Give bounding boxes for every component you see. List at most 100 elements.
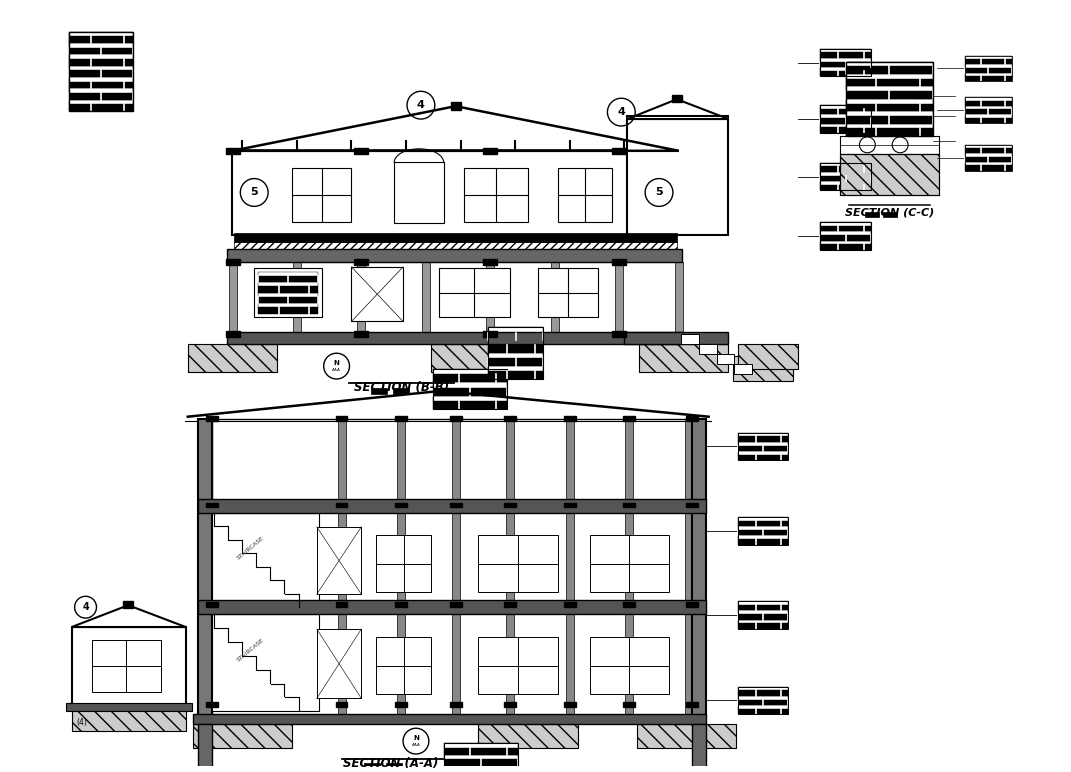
Bar [206, 503, 217, 507]
Bar [479, 637, 558, 695]
Bar [206, 601, 217, 607]
Bar [254, 268, 321, 317]
Bar [488, 366, 543, 371]
Bar [613, 259, 627, 265]
Bar [965, 148, 1012, 154]
Bar [69, 43, 133, 48]
Bar [845, 86, 933, 91]
Text: SECTION (A-A): SECTION (A-A) [344, 757, 439, 770]
Text: STAIRCASE: STAIRCASE [236, 535, 265, 560]
Bar [227, 333, 682, 344]
Bar [845, 111, 933, 116]
Bar [452, 418, 459, 716]
Bar [623, 702, 635, 707]
Bar [433, 374, 508, 382]
Bar [819, 105, 872, 109]
Text: 4: 4 [617, 107, 625, 117]
Bar [884, 212, 897, 217]
Bar [488, 327, 543, 379]
Bar [431, 344, 521, 372]
Bar [965, 110, 1012, 114]
Bar [965, 56, 1012, 59]
Bar [738, 517, 788, 545]
Bar [433, 369, 508, 408]
Bar [819, 58, 872, 62]
Bar [69, 66, 133, 70]
Bar [738, 601, 788, 629]
Bar [738, 442, 788, 445]
Bar [69, 100, 133, 104]
Bar [819, 222, 872, 250]
Bar [738, 530, 788, 536]
Bar [91, 640, 161, 692]
Bar [819, 105, 872, 133]
Bar [738, 601, 788, 605]
Bar [443, 755, 518, 760]
Bar [69, 89, 133, 93]
Bar [819, 109, 872, 114]
Bar [69, 32, 133, 111]
Bar [376, 637, 431, 695]
Bar [738, 539, 788, 545]
Bar [563, 416, 576, 422]
Bar [226, 331, 240, 337]
Bar [486, 262, 495, 334]
Bar [258, 283, 318, 286]
Bar [187, 344, 277, 372]
Bar [335, 416, 347, 422]
Bar [443, 771, 518, 772]
Bar [819, 241, 872, 245]
Bar [199, 513, 319, 608]
Bar [483, 259, 497, 265]
Bar [738, 705, 788, 709]
Bar [819, 176, 872, 181]
Bar [965, 56, 1012, 81]
Bar [433, 382, 508, 388]
Bar [738, 517, 788, 520]
Bar [198, 499, 706, 513]
Bar [738, 445, 788, 451]
Bar [965, 145, 1012, 171]
Bar [819, 118, 872, 124]
Bar [292, 168, 351, 222]
Bar [488, 327, 543, 333]
Bar [845, 79, 933, 86]
Text: 4: 4 [82, 602, 89, 612]
Bar [840, 154, 939, 195]
Bar [819, 62, 872, 67]
Bar [738, 536, 788, 539]
Bar [965, 118, 1012, 123]
Bar [123, 601, 133, 608]
Bar [450, 601, 462, 607]
Bar [563, 503, 576, 507]
Bar [395, 416, 407, 422]
Bar [845, 62, 933, 66]
Bar [504, 416, 516, 422]
Bar [819, 163, 872, 167]
Bar [504, 503, 516, 507]
Bar [637, 724, 737, 748]
Bar [735, 364, 752, 374]
Bar [565, 418, 574, 716]
Bar [738, 699, 788, 705]
Bar [394, 161, 443, 223]
Bar [479, 724, 577, 748]
Bar [451, 102, 461, 110]
Bar [738, 520, 788, 527]
Bar [450, 503, 462, 507]
Bar [819, 222, 872, 226]
Bar [685, 702, 697, 707]
Bar [206, 416, 217, 422]
Bar [199, 615, 319, 711]
Bar [395, 702, 407, 707]
Bar [845, 99, 933, 103]
Bar [692, 724, 706, 772]
Bar [845, 128, 933, 136]
Bar [433, 369, 508, 374]
Bar [229, 262, 238, 334]
Bar [364, 763, 380, 769]
Bar [395, 503, 407, 507]
Bar [840, 136, 939, 154]
Bar [439, 268, 510, 317]
Bar [965, 154, 1012, 157]
